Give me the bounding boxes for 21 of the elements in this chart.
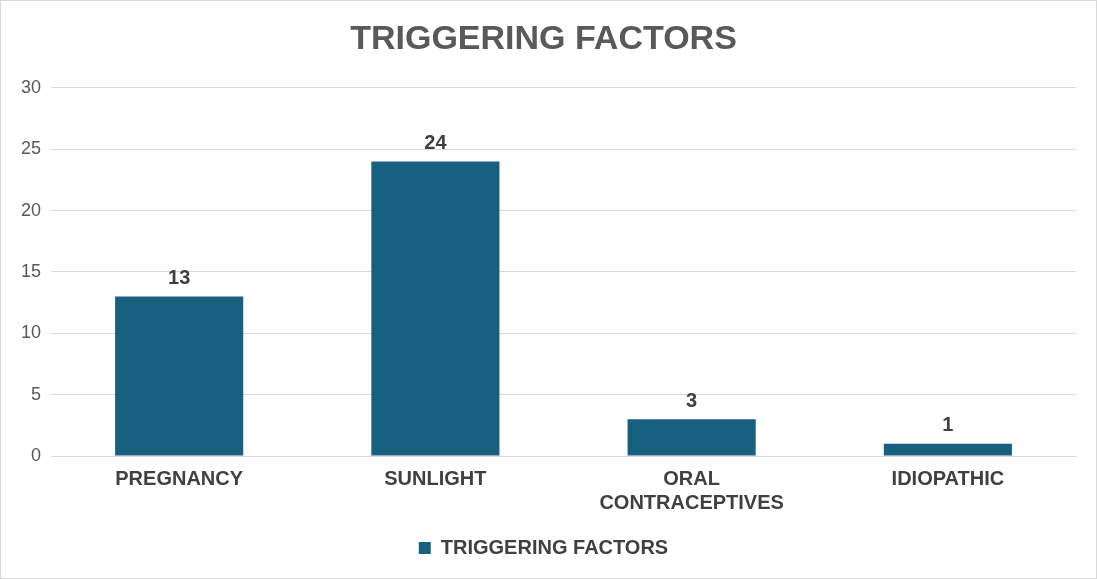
x-tick-label: IDIOPATHIC (891, 466, 1005, 489)
y-tick-label: 20 (20, 199, 42, 220)
x-tick-label: ORAL CONTRACEPTIVES (599, 466, 784, 513)
y-tick-label: 25 (20, 138, 42, 159)
bar (883, 443, 1012, 456)
bar (627, 419, 756, 456)
y-tick-label: 0 (31, 444, 42, 465)
y-tick-label: 10 (20, 322, 42, 343)
x-tick-label: PREGNANCY (115, 466, 244, 489)
y-tick-label: 30 (20, 76, 42, 97)
x-tick-label: SUNLIGHT (384, 466, 487, 489)
data-label: 13 (168, 265, 191, 288)
y-tick-label: 15 (20, 260, 42, 281)
bar (371, 161, 500, 456)
bar (115, 296, 244, 456)
y-tick-label: 5 (31, 383, 42, 404)
data-label: 24 (424, 130, 448, 153)
legend-label: TRIGGERING FACTORS (440, 535, 669, 558)
data-label: 1 (942, 413, 954, 436)
chart-title: TRIGGERING FACTORS (350, 17, 737, 56)
data-label: 3 (686, 388, 698, 411)
